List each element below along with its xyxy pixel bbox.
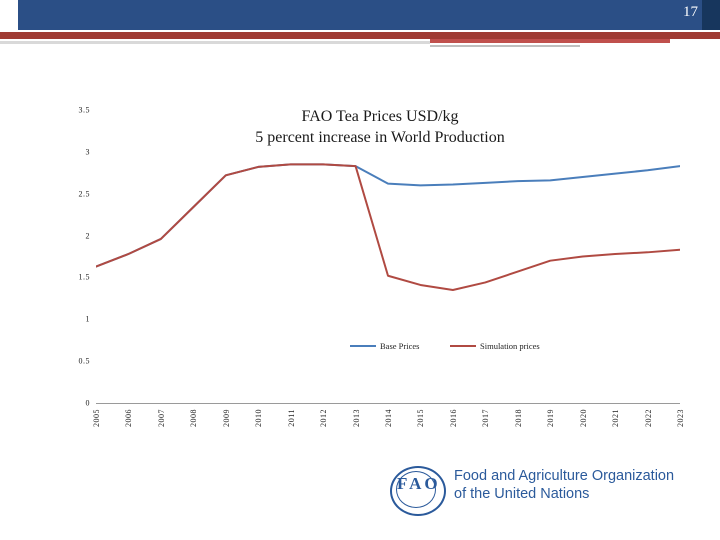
chart-title: FAO Tea Prices USD/kg 5 percent increase… xyxy=(180,106,580,148)
y-axis-tick: 2.5 xyxy=(60,189,90,203)
y-axis-tick-label: 1.5 xyxy=(78,272,90,282)
logo-circle-outer xyxy=(390,466,446,516)
header-blue-bar-right xyxy=(702,0,720,30)
y-axis-tick-label: 0 xyxy=(85,398,90,408)
x-axis-tick-label: 2007 xyxy=(156,409,166,427)
x-axis-tick-label: 2006 xyxy=(124,409,134,427)
logo-line1: Food and Agriculture Organization xyxy=(454,468,675,484)
y-axis-tick: 0 xyxy=(60,399,90,412)
header-blue-bar xyxy=(18,0,702,30)
legend-label: Base Prices xyxy=(380,341,420,351)
legend-item: Simulation prices xyxy=(450,339,540,353)
y-axis-tick: 3 xyxy=(60,147,90,161)
y-axis-tick: 1 xyxy=(60,315,90,328)
x-axis-tick-label: 2023 xyxy=(676,409,685,427)
y-axis-tick-label: 1 xyxy=(85,314,90,324)
divider-grey-accent xyxy=(430,45,580,47)
y-axis-tick-label: 2 xyxy=(85,231,90,241)
x-axis-tick-label: 2013 xyxy=(351,409,361,427)
legend-swatch xyxy=(450,345,476,347)
logo-mark-text: FAO xyxy=(397,474,441,493)
x-axis-tick-label: 2011 xyxy=(286,409,296,427)
plot-area xyxy=(96,110,680,403)
logo-circle-inner xyxy=(396,471,436,508)
x-axis-tick-label: 2020 xyxy=(578,409,588,427)
chart-title-line1: FAO Tea Prices USD/kg xyxy=(301,108,459,125)
legend-label: Simulation prices xyxy=(480,341,540,351)
legend-item: Base Prices xyxy=(350,339,419,353)
x-axis-tick-label: 2012 xyxy=(319,409,329,427)
y-axis-tick: 0.5 xyxy=(60,357,90,370)
x-axis-tick-label: 2018 xyxy=(513,409,523,427)
y-axis-tick: 2 xyxy=(60,231,90,245)
y-axis-tick: 1.5 xyxy=(60,273,90,286)
y-axis-tick-label: 2.5 xyxy=(78,189,90,199)
chart-legend: Base Prices Simulation prices xyxy=(350,339,590,353)
y-axis-tick-label: 3.5 xyxy=(78,105,90,115)
y-axis-tick-label: 0.5 xyxy=(78,356,90,366)
x-axis-tick-label: 2021 xyxy=(611,409,621,427)
slide-number: 17 xyxy=(683,4,698,20)
x-axis-tick-label: 2014 xyxy=(384,409,393,427)
chart-container: FAO Tea Prices USD/kg 5 percent increase… xyxy=(0,60,720,460)
x-axis-tick-label: 2010 xyxy=(254,409,264,427)
x-axis-tick-label: 2005 xyxy=(92,409,101,427)
x-axis-tick-label: 2019 xyxy=(546,409,556,427)
x-axis-line xyxy=(96,403,680,404)
top-band: 17 xyxy=(0,0,720,30)
divider-red xyxy=(0,32,720,39)
chart-title-line2: 5 percent increase in World Production xyxy=(255,129,505,146)
x-axis-tick-label: 2015 xyxy=(416,409,426,427)
legend-swatch xyxy=(350,345,376,347)
fao-logo: FAO Food and Agriculture Organization of… xyxy=(390,466,700,516)
divider-red-accent xyxy=(430,39,670,43)
y-axis-tick-label: 3 xyxy=(85,147,90,157)
x-axis-tick-label: 2016 xyxy=(448,409,458,427)
series-line xyxy=(96,164,680,290)
x-axis-tick-label: 2017 xyxy=(481,409,491,427)
x-axis-tick-label: 2008 xyxy=(189,409,199,427)
divider-grey xyxy=(0,41,430,44)
y-axis-tick: 3.5 xyxy=(60,106,90,119)
x-axis-tick-label: 2022 xyxy=(643,409,653,427)
x-axis-tick-label: 2009 xyxy=(221,409,231,427)
logo-line2: of the United Nations xyxy=(454,486,590,502)
